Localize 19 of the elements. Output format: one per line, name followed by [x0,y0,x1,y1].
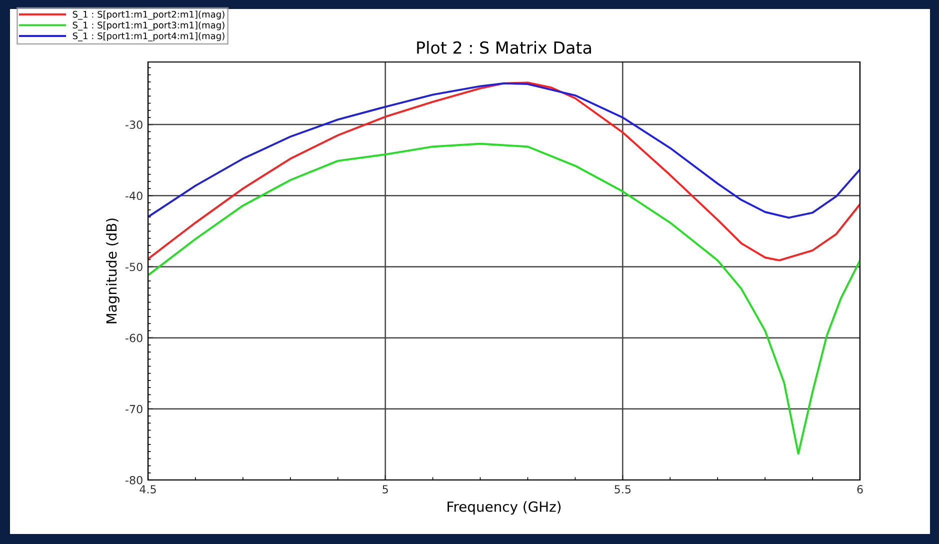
y-tick-label: -70 [126,404,142,414]
legend-label: S_1 : S[port1:m1_port2:m1](mag) [72,10,224,20]
x-tick-label: 5 [382,485,388,494]
legend-label: S_1 : S[port1:m1_port4:m1](mag) [72,32,224,42]
line-series [148,82,860,262]
x-axis-title: Frequency (GHz) [448,501,561,515]
legend-label: S_1 : S[port1:m1_port3:m1](mag) [72,21,224,30]
chart-title: Plot 2 : S Matrix Data [417,41,591,54]
y-axis-title: Magnitude (dB) [106,218,120,324]
y-tick-label: -60 [126,334,142,342]
line-series [148,82,860,219]
x-tick-label: 5.5 [614,485,631,494]
line-series [148,142,860,455]
y-tick-label: -40 [126,192,142,200]
x-tick-label: 6 [857,485,863,494]
y-tick-label: -50 [126,262,142,272]
x-tick-label: 4.5 [140,485,156,494]
y-tick-label: -80 [126,476,142,484]
y-tick-label: -30 [126,120,142,129]
